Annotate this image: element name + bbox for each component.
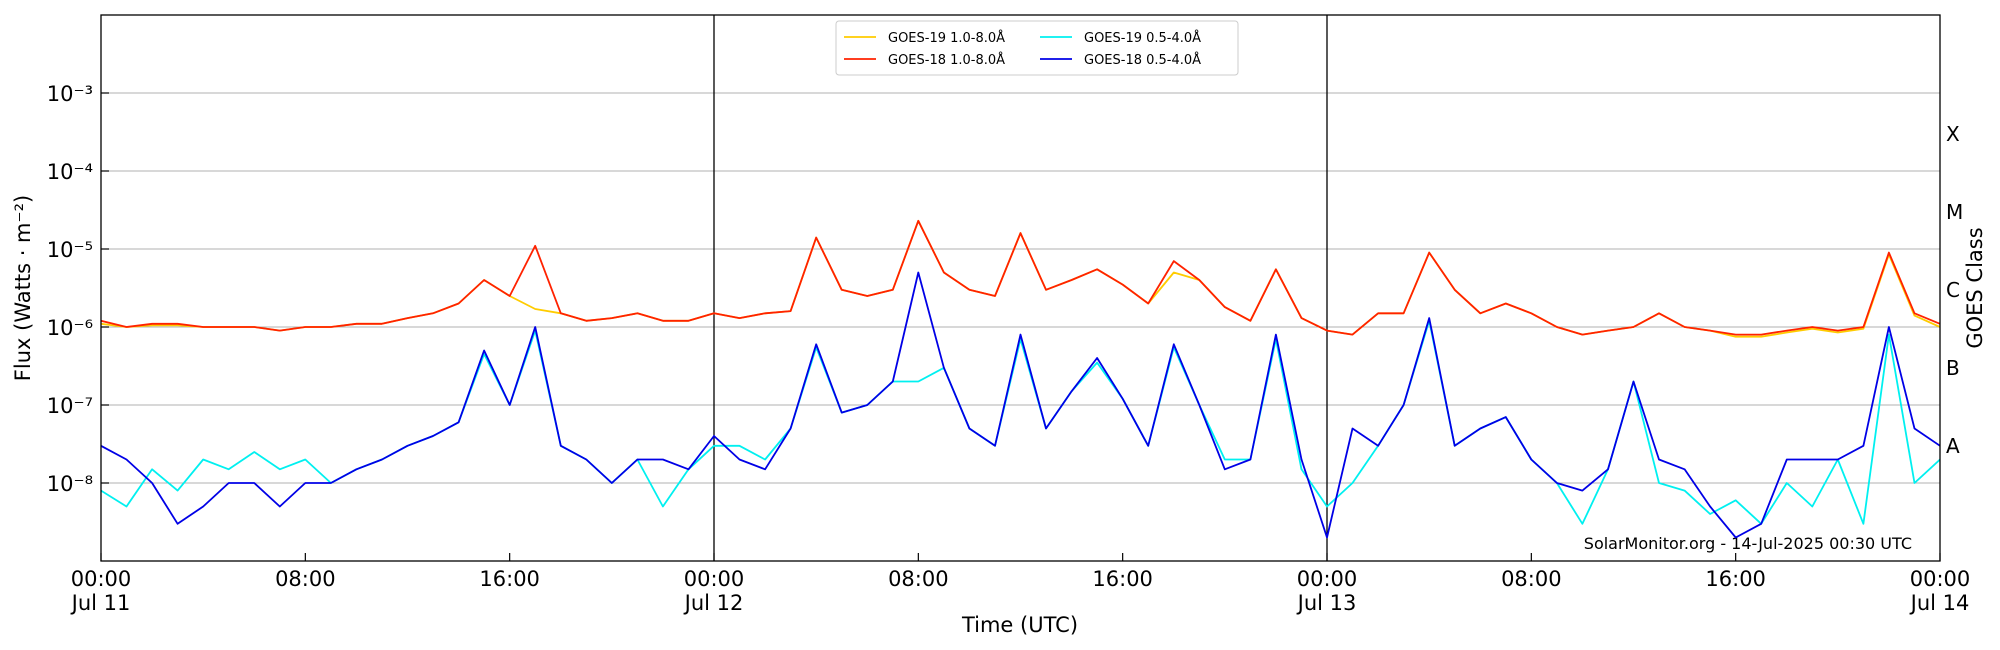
- series-line: [101, 219, 1940, 336]
- y-axis-label: Flux (Watts · m⁻²): [11, 195, 35, 381]
- annotation: SolarMonitor.org - 14-Jul-2025 00:30 UTC: [1584, 534, 1912, 553]
- x-tick-label: 08:00: [888, 567, 949, 591]
- x-axis-label: Time (UTC): [961, 613, 1078, 637]
- y2-tick-label: A: [1946, 434, 1960, 458]
- series-line: [101, 271, 1940, 539]
- x-tick-label: 16:00: [479, 567, 540, 591]
- x-tick-label: 08:00: [275, 567, 336, 591]
- x-tick-label: 08:00: [1501, 567, 1562, 591]
- legend-box: [835, 20, 1239, 76]
- x-tick-label: 00:00 Jul 14: [1909, 567, 1971, 615]
- series-line: [101, 219, 1940, 338]
- plot-frame: [100, 14, 1941, 562]
- y2-tick-label: C: [1946, 278, 1960, 302]
- legend-label: GOES-19 0.5-4.0Å: [1084, 30, 1201, 46]
- y-tick-label: 10⁻⁷: [47, 394, 93, 418]
- y2-tick-label: B: [1946, 356, 1960, 380]
- y-tick-label: 10⁻⁶: [47, 316, 93, 340]
- plot-area: [101, 219, 1940, 539]
- legend-label: GOES-18 1.0-8.0Å: [888, 52, 1005, 68]
- y-tick-label: 10⁻⁸: [47, 472, 93, 496]
- y2-tick-label: X: [1946, 122, 1960, 146]
- y2-tick-label: M: [1946, 200, 1963, 224]
- y-tick-label: 10⁻³: [47, 82, 93, 106]
- x-tick-label: 16:00: [1092, 567, 1153, 591]
- series-line: [101, 319, 1940, 525]
- x-tick-label: 00:00 Jul 13: [1296, 567, 1358, 615]
- legend-label: GOES-19 1.0-8.0Å: [888, 30, 1005, 46]
- x-tick-label: 16:00: [1705, 567, 1766, 591]
- y-tick-label: 10⁻⁴: [47, 160, 93, 184]
- x-tick-label: 00:00 Jul 12: [683, 567, 745, 615]
- y-tick-label: 10⁻⁵: [47, 238, 93, 262]
- y2-axis-label: GOES Class: [1963, 227, 1987, 348]
- x-tick-label: 00:00 Jul 11: [70, 567, 132, 615]
- legend-label: GOES-18 0.5-4.0Å: [1084, 52, 1201, 68]
